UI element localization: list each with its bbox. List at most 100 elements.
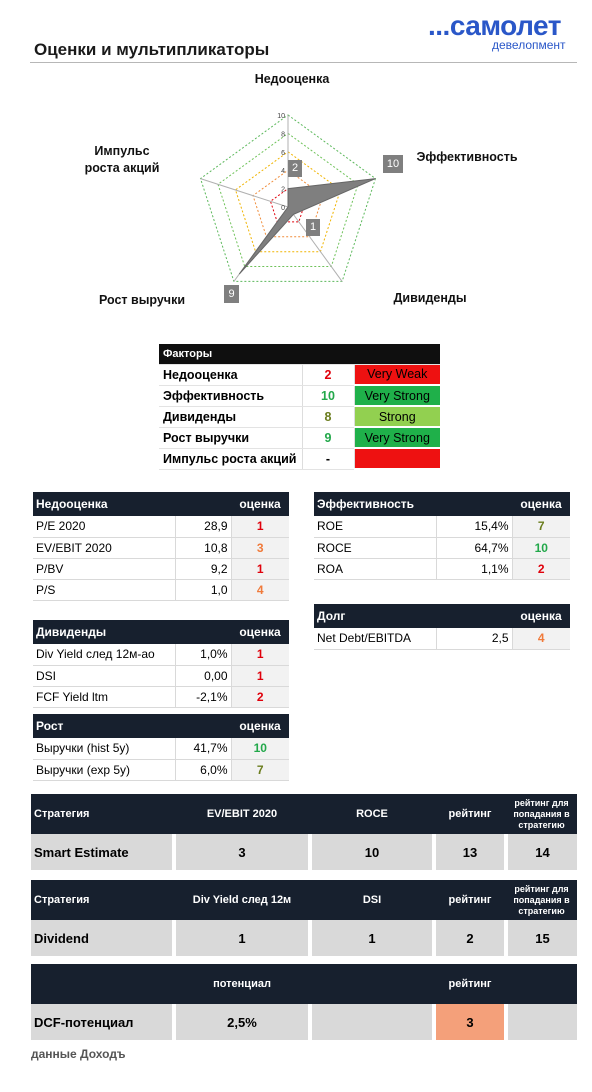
- debt-table: Долг оценка Net Debt/EBITDA 2,5 4: [314, 604, 570, 650]
- radar-axis-label-revenue-growth: Рост выручки: [98, 293, 186, 307]
- radar-axis-label-undervaluation: Недооценка: [254, 72, 330, 86]
- radar-tick-label: 10: [277, 113, 285, 120]
- strategy-header-cell: рейтинг: [434, 794, 506, 834]
- strategy-header-cell: EV/EBIT 2020: [174, 794, 310, 834]
- factor-strength-badge: Very Strong: [354, 385, 440, 407]
- metric-value: -2,1%: [174, 686, 232, 708]
- radar-tick-label: 8: [281, 131, 285, 138]
- factor-value: 8: [301, 406, 355, 428]
- strategy-data-cell: 15: [506, 920, 577, 956]
- factor-name: Импульс роста акций: [159, 448, 302, 470]
- metric-name: DSI: [33, 665, 175, 687]
- radar-series-area: [238, 178, 376, 275]
- radar-axis-label-dividends: Дивиденды: [393, 291, 467, 305]
- strategy-data-row: Dividend 1 1 2 15: [31, 920, 577, 956]
- radar-value-label-undervaluation: 2: [288, 160, 302, 177]
- dividends-table: Дивиденды оценка Div Yield след 12м-ао 1,0…: [33, 620, 289, 708]
- factor-row: Эффективность 10 Very Strong: [159, 385, 440, 407]
- strategy-data-cell: 14: [506, 834, 577, 870]
- factor-strength-badge: [354, 448, 440, 470]
- strategy-header-cell: Стратегия: [31, 880, 174, 920]
- strategy-header-cell: [310, 964, 434, 1004]
- metric-score: 1: [231, 644, 289, 666]
- metric-value: 0,00: [174, 665, 232, 687]
- undervaluation-score-header: оценка: [231, 492, 289, 516]
- growth-table: Рост оценка Выручки (hist 5y) 41,7% 10 Выруч…: [33, 714, 289, 781]
- strategy-data-cell: 3: [174, 834, 312, 870]
- factor-value: 2: [301, 364, 355, 386]
- metric-value: 41,7%: [174, 738, 232, 760]
- debt-score-header: оценка: [512, 604, 570, 628]
- company-logo: ...самолет: [428, 10, 561, 41]
- metric-score: 1: [231, 516, 289, 538]
- factor-name: Недооценка: [159, 364, 302, 386]
- metric-name: P/BV: [33, 558, 175, 580]
- strategy-header-cell: рейтинг: [434, 964, 506, 1004]
- strategy-data-cell: 13: [434, 834, 508, 870]
- undervaluation-table: Недооценка оценка P/E 2020 28,9 1 EV/EBIT 20…: [33, 492, 289, 601]
- dividends-score-header: оценка: [231, 620, 289, 644]
- factor-strength-badge: Strong: [354, 406, 440, 428]
- strategy-header-cell: рейтинг для попадания в стратегию: [506, 880, 577, 920]
- metric-value: 2,5: [435, 628, 513, 650]
- metric-name: EV/EBIT 2020: [33, 537, 175, 559]
- metric-value: 1,0%: [174, 644, 232, 666]
- strategy-data-cell: 1: [174, 920, 312, 956]
- factor-value: 9: [301, 427, 355, 449]
- metric-name: Net Debt/EBITDA: [314, 628, 436, 650]
- page-title: Оценки и мультипликаторы: [34, 40, 270, 59]
- metric-name: FCF Yield ltm: [33, 686, 175, 708]
- metric-row: ROE 15,4% 7: [314, 516, 570, 538]
- factor-row: Дивиденды 8 Strong: [159, 406, 440, 428]
- company-logo-subtitle: девелопмент: [492, 38, 566, 52]
- strategy-data-cell: 10: [310, 834, 436, 870]
- factor-row: Импульс роста акций -: [159, 448, 440, 470]
- factor-name: Дивиденды: [159, 406, 302, 428]
- metric-score: 2: [231, 686, 289, 708]
- data-source-note: данные Доходъ: [31, 1047, 126, 1061]
- strategy-data-cell: [310, 1004, 436, 1040]
- metric-value: 1,1%: [435, 558, 513, 580]
- strategy-header-cell: Div Yield след 12м: [174, 880, 310, 920]
- radar-ring: [217, 132, 359, 267]
- metric-value: 1,0: [174, 579, 232, 601]
- metric-row: P/BV 9,2 1: [33, 558, 289, 580]
- factor-name: Эффективность: [159, 385, 302, 407]
- growth-title: Рост: [33, 714, 175, 738]
- factor-value: 10: [301, 385, 355, 407]
- strategy-header-cell: ROCE: [310, 794, 434, 834]
- metric-score: 7: [512, 516, 570, 538]
- metric-name: ROA: [314, 558, 436, 580]
- strategy-data-cell: 2,5%: [174, 1004, 312, 1040]
- strategy-header-cell: рейтинг для попадания в стратегию: [506, 794, 577, 834]
- metric-score: 10: [231, 738, 289, 760]
- radar-value-label-revenue-growth: 9: [224, 285, 239, 303]
- factor-row: Недооценка 2 Very Weak: [159, 364, 440, 386]
- factors-table: Факторы Недооценка 2 Very Weak Эффективност…: [159, 344, 440, 470]
- metric-score: 4: [231, 579, 289, 601]
- metric-row: P/E 2020 28,9 1: [33, 516, 289, 538]
- metric-name: ROCE: [314, 537, 436, 559]
- metric-value: 64,7%: [435, 537, 513, 559]
- radar-axis-label-momentum: Импульс роста акций: [84, 144, 160, 175]
- metric-name: P/E 2020: [33, 516, 175, 538]
- metric-row: Net Debt/EBITDA 2,5 4: [314, 628, 570, 650]
- metric-row: FCF Yield ltm -2,1% 2: [33, 686, 289, 708]
- metric-row: Выручки (exp 5y) 6,0% 7: [33, 759, 289, 781]
- strategy-smart-estimate-table: Стратегия EV/EBIT 2020 ROCE рейтинг рейтинг …: [31, 794, 577, 870]
- strategy-header-cell: потенциал: [174, 964, 310, 1004]
- strategy-header-row: потенциал рейтинг: [31, 964, 577, 1004]
- metric-row: EV/EBIT 2020 10,8 3: [33, 537, 289, 559]
- factor-row: Рост выручки 9 Very Strong: [159, 427, 440, 449]
- radar-tick-label: 2: [281, 187, 285, 194]
- strategy-data-cell: Dividend: [31, 920, 176, 956]
- strategy-header-cell: [506, 964, 577, 1004]
- strategy-data-row: DCF-потенциал 2,5% 3: [31, 1004, 577, 1040]
- metric-score: 4: [512, 628, 570, 650]
- radar-axis-label-efficiency: Эффективность: [416, 150, 518, 164]
- radar-tick-label: 6: [281, 150, 285, 157]
- metric-value: 15,4%: [435, 516, 513, 538]
- metric-value: 10,8: [174, 537, 232, 559]
- debt-title: Долг: [314, 604, 436, 628]
